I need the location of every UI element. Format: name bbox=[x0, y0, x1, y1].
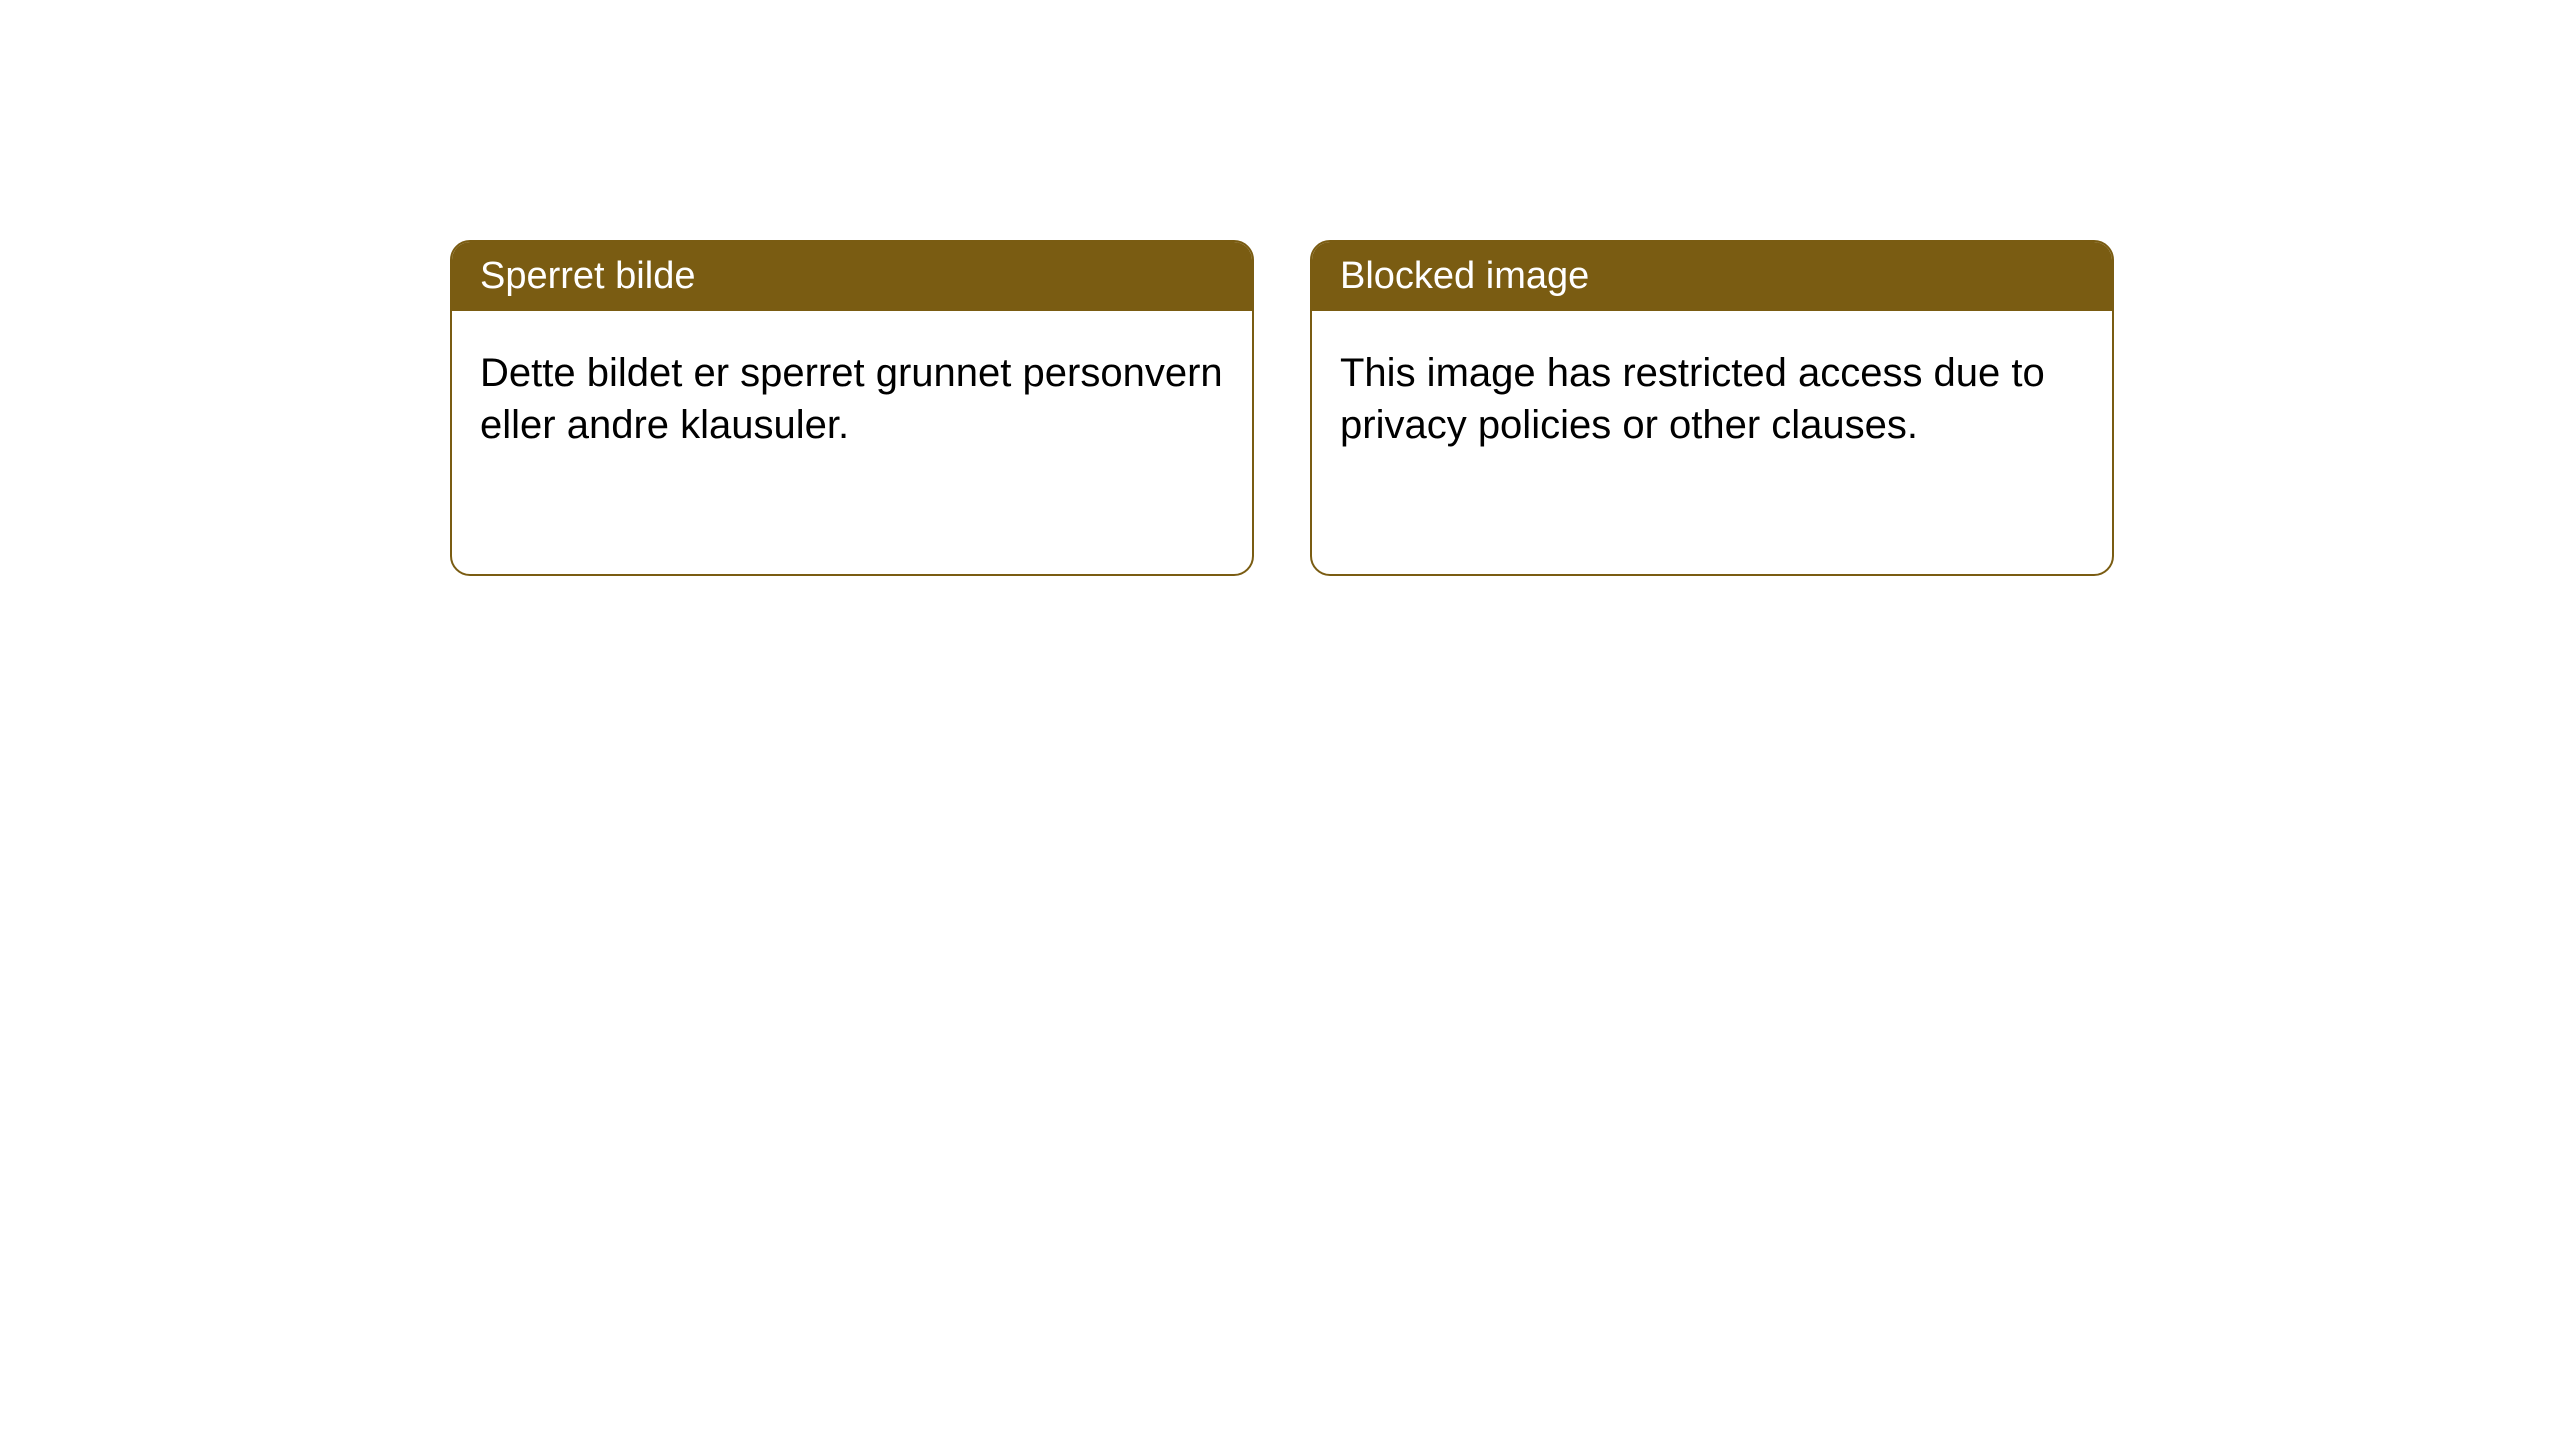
notice-card-body: This image has restricted access due to … bbox=[1312, 311, 2112, 487]
notice-card-title: Sperret bilde bbox=[452, 242, 1252, 311]
notice-card-english: Blocked image This image has restricted … bbox=[1310, 240, 2114, 576]
notice-card-title: Blocked image bbox=[1312, 242, 2112, 311]
notice-container: Sperret bilde Dette bildet er sperret gr… bbox=[450, 240, 2114, 576]
notice-card-norwegian: Sperret bilde Dette bildet er sperret gr… bbox=[450, 240, 1254, 576]
notice-card-body: Dette bildet er sperret grunnet personve… bbox=[452, 311, 1252, 487]
